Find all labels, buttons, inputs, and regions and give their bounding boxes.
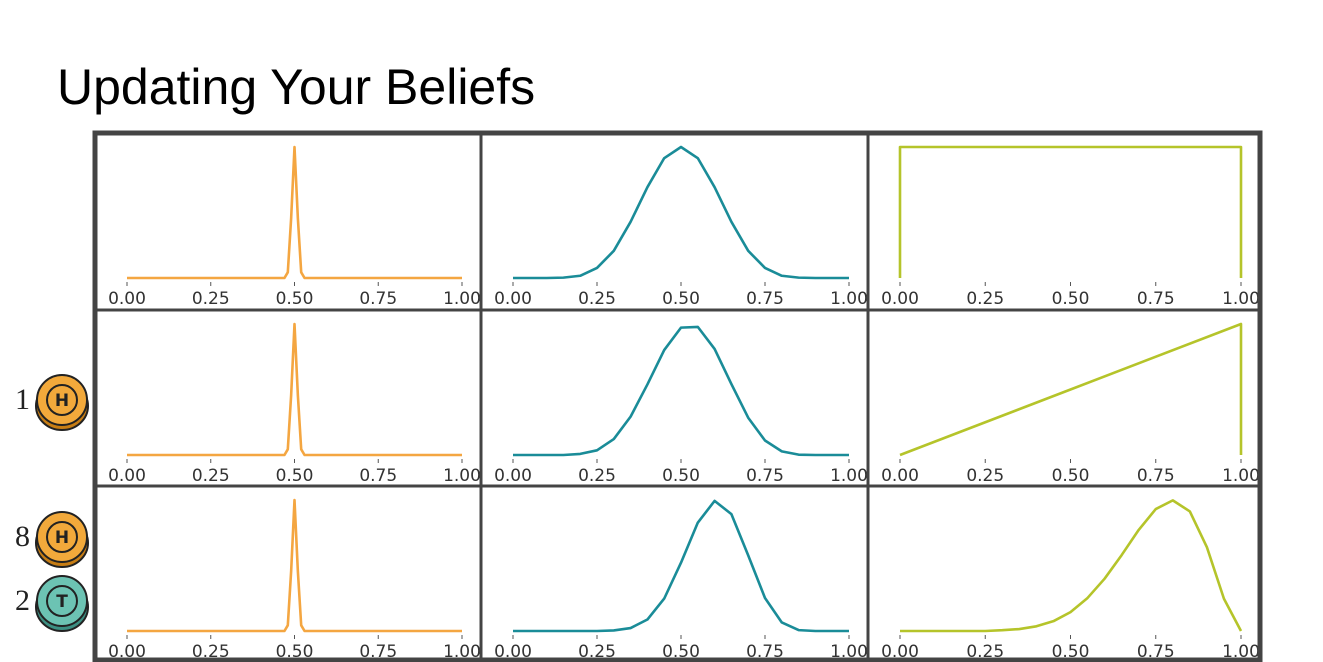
x-tick-label: 1.00 (830, 466, 868, 486)
chart-panel: 0.00 0.25 0.50 0.75 1.00 (494, 499, 868, 662)
x-tick-label: 0.00 (108, 289, 146, 309)
x-tick-label: 0.00 (881, 642, 919, 662)
coin-inner (46, 521, 78, 553)
coin-inner (46, 585, 78, 617)
density-curve (898, 145, 1243, 278)
x-tick-label: 1.00 (830, 289, 868, 309)
x-tick-label: 0.00 (881, 466, 919, 486)
grid-frame (92, 130, 1263, 662)
x-tick-label: 0.50 (276, 642, 314, 662)
chart-panel: 0.00 0.25 0.50 0.75 1.00 (881, 322, 1260, 486)
x-tick-label: 1.00 (830, 642, 868, 662)
chart-panel: 0.00 0.25 0.50 0.75 1.00 (108, 145, 481, 309)
density-curve (127, 145, 462, 280)
x-tick-label: 0.50 (276, 466, 314, 486)
x-tick-label: 0.75 (746, 642, 784, 662)
x-tick-label: 0.25 (192, 642, 230, 662)
slide-title: Updating Your Beliefs (57, 59, 535, 115)
x-tick-label: 1.00 (1222, 642, 1260, 662)
coin-face: H (55, 528, 69, 548)
x-tick-label: 0.75 (1137, 289, 1175, 309)
x-tick-label: 0.25 (966, 466, 1004, 486)
x-tick-label: 0.25 (192, 466, 230, 486)
x-tick-label: 0.50 (662, 466, 700, 486)
x-tick-label: 0.00 (494, 466, 532, 486)
x-tick-label: 1.00 (443, 289, 481, 309)
x-tick-label: 0.75 (359, 289, 397, 309)
x-tick-label: 0.75 (359, 642, 397, 662)
chart-panel: 0.00 0.25 0.50 0.75 1.00 (881, 499, 1260, 662)
chart-panel: 0.00 0.25 0.50 0.75 1.00 (881, 145, 1260, 309)
density-curve (899, 322, 1243, 457)
x-tick-label: 0.75 (1137, 642, 1175, 662)
x-tick-label: 1.00 (443, 642, 481, 662)
x-tick-label: 0.50 (276, 289, 314, 309)
coin-inner (46, 384, 78, 416)
density-curve (513, 499, 849, 633)
x-tick-label: 0.00 (108, 642, 146, 662)
x-tick-label: 0.00 (494, 642, 532, 662)
chart-panel: 0.00 0.25 0.50 0.75 1.00 (108, 498, 481, 662)
density-curve (127, 322, 462, 457)
x-tick-label: 0.25 (578, 642, 616, 662)
x-tick-label: 0.75 (746, 466, 784, 486)
x-tick-label: 1.00 (1222, 289, 1260, 309)
coin-count: 1 (15, 383, 30, 416)
x-tick-label: 0.50 (662, 642, 700, 662)
coin-face: T (56, 592, 68, 612)
x-tick-label: 0.75 (746, 289, 784, 309)
x-tick-label: 1.00 (443, 466, 481, 486)
coin-face: H (55, 391, 69, 411)
x-tick-label: 0.00 (881, 289, 919, 309)
x-tick-label: 0.50 (1052, 289, 1090, 309)
x-tick-label: 1.00 (1222, 466, 1260, 486)
coin-count: 2 (15, 584, 30, 617)
x-tick-label: 0.75 (359, 466, 397, 486)
x-tick-label: 0.50 (1052, 466, 1090, 486)
x-tick-label: 0.50 (1052, 642, 1090, 662)
x-tick-label: 0.25 (966, 289, 1004, 309)
x-tick-label: 0.25 (578, 289, 616, 309)
x-tick-label: 0.00 (108, 466, 146, 486)
density-curve (513, 145, 849, 280)
x-tick-label: 0.25 (192, 289, 230, 309)
density-curve (513, 325, 849, 457)
x-tick-label: 0.25 (966, 642, 1004, 662)
chart-panel: 0.00 0.25 0.50 0.75 1.00 (494, 145, 868, 309)
x-tick-label: 0.00 (494, 289, 532, 309)
density-curve (127, 498, 462, 633)
x-tick-label: 0.75 (1137, 466, 1175, 486)
density-curve (900, 499, 1243, 633)
chart-panel: 0.00 0.25 0.50 0.75 1.00 (108, 322, 481, 486)
x-tick-label: 0.25 (578, 466, 616, 486)
coin-count: 8 (15, 520, 30, 553)
x-tick-label: 0.50 (662, 289, 700, 309)
chart-panel: 0.00 0.25 0.50 0.75 1.00 (494, 325, 868, 486)
